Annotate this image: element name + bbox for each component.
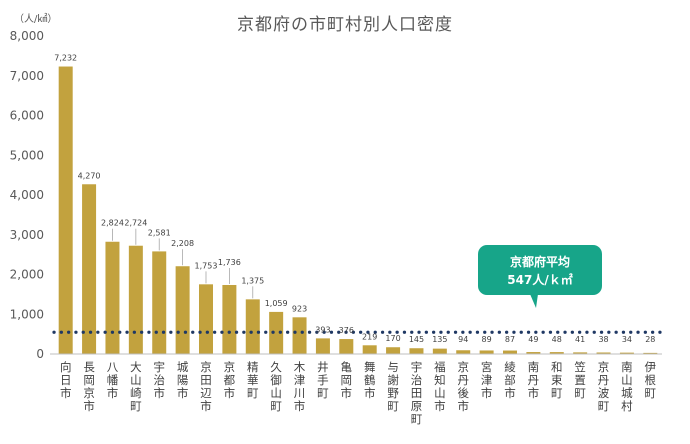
data-label: 1,753 [195,261,218,270]
data-label: 2,581 [148,228,171,237]
y-tick-label: 3,000 [10,228,44,242]
data-label: 48 [552,335,562,344]
data-label: 1,375 [241,276,264,285]
data-label: 376 [339,326,354,335]
x-tick-label: 宇治市 [153,360,165,400]
bar [269,311,284,354]
y-tick-label: 0 [36,347,44,361]
y-tick-label: 2,000 [10,268,44,282]
data-label: 393 [315,325,330,334]
x-tick-label: 与謝野町 [387,360,399,413]
data-label: 38 [598,335,608,344]
bar [432,348,447,354]
data-label: 170 [385,334,400,343]
x-tick-label: 大山崎町 [130,360,142,413]
x-tick-label: 木津川市 [294,360,306,413]
x-tick-label: 京丹後市 [457,360,469,413]
data-label: 94 [458,335,468,344]
data-label: 41 [575,335,585,344]
x-tick-label: 舞鶴市 [364,360,376,400]
bar [596,352,611,354]
x-tick-label: 精華町 [247,360,259,400]
bar [222,284,237,354]
x-tick-label: 京田辺市 [200,360,212,413]
x-tick-label: 向日市 [60,360,72,400]
average-callout [478,245,602,295]
x-tick-label: 宇治田原町 [411,360,423,426]
bar [619,352,634,354]
data-label: 2,824 [101,219,124,228]
chart-title: 京都府の市町村別人口密度 [237,15,453,35]
data-label: 219 [362,332,377,341]
bar [573,352,588,354]
x-tick-label: 長岡京市 [83,360,95,413]
data-label: 145 [409,335,424,344]
y-tick-label: 1,000 [10,307,44,321]
data-label: 89 [482,335,492,344]
x-tick-label: 南丹市 [528,360,540,400]
x-tick-label: 南山城村 [621,360,633,413]
y-tick-label: 4,000 [10,188,44,202]
x-tick-label: 京丹波町 [598,360,610,413]
bar [315,338,330,354]
average-callout-pointer [530,294,538,308]
bar [245,299,260,354]
bar [409,348,424,354]
y-unit-label: （人/㎢） [14,14,58,25]
x-tick-label: 久御山町 [270,360,282,413]
data-label: 1,059 [265,299,288,308]
x-tick-label: 福知山市 [434,360,446,413]
data-label: 49 [528,335,538,344]
bar [456,350,471,354]
bar [105,241,120,354]
data-label: 34 [622,335,632,344]
y-tick-label: 8,000 [10,29,44,43]
x-tick-label: 綾部市 [504,360,516,400]
y-tick-label: 5,000 [10,148,44,162]
x-tick-label: 八幡市 [107,360,119,400]
bar [128,245,143,354]
bar [152,251,167,354]
bar [526,352,541,354]
x-tick-label: 伊根町 [645,360,657,400]
x-tick-label: 笠置町 [574,360,586,400]
y-tick-label: 6,000 [10,109,44,123]
bar [82,184,97,354]
average-callout-value: 547人/ｋ㎡ [507,272,572,287]
bar [549,352,564,354]
bar [199,284,213,354]
average-callout-label: 京都府平均 [510,254,570,269]
x-tick-label: 亀岡市 [341,360,353,400]
x-tick-label: 宮津市 [481,360,493,400]
x-tick-label: 城陽市 [177,360,189,400]
bar [175,266,190,354]
bar [339,339,354,354]
bar [292,317,307,354]
x-tick-label: 京都市 [224,360,236,400]
bar [643,352,658,354]
y-tick-label: 7,000 [10,69,44,83]
data-label: 2,208 [171,239,194,248]
data-label: 1,736 [218,258,241,267]
data-label: 923 [292,304,307,313]
bar [58,66,73,354]
data-label: 87 [505,335,515,344]
x-tick-label: 和束町 [551,360,563,400]
data-label: 4,270 [78,171,101,180]
data-label: 2,724 [124,219,147,228]
data-label: 135 [432,335,447,344]
bar [479,350,494,354]
data-label: 28 [645,335,655,344]
bar [503,350,517,354]
bar [362,345,377,354]
data-label: 7,232 [54,54,77,63]
x-tick-label: 井手町 [317,360,329,400]
bar [386,347,401,354]
